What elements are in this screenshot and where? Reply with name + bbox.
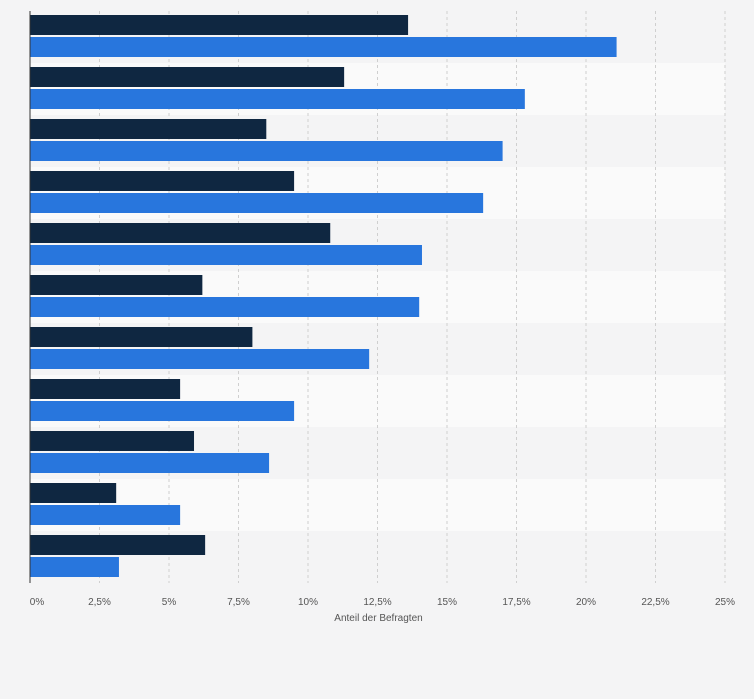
bar-series-1	[30, 483, 117, 503]
bar-series-1	[30, 223, 331, 243]
x-tick-label: 0%	[30, 597, 45, 608]
x-axis-title: Anteil der Befragten	[334, 613, 422, 624]
bar-series-2	[30, 505, 181, 525]
bar-series-1	[30, 15, 409, 35]
x-tick-label: 15%	[437, 597, 457, 608]
bar-series-2	[30, 297, 420, 317]
x-tick-label: 5%	[162, 597, 177, 608]
bar-series-1	[30, 379, 181, 399]
bar-series-1	[30, 327, 253, 347]
x-tick-label: 10%	[298, 597, 318, 608]
x-tick-label: 22,5%	[641, 597, 669, 608]
bar-series-2	[30, 401, 295, 421]
bar-series-2	[30, 557, 119, 577]
bars	[30, 15, 617, 577]
x-tick-label: 17,5%	[502, 597, 530, 608]
bar-series-2	[30, 453, 270, 473]
bar-series-1	[30, 171, 295, 191]
x-tick-label: 7,5%	[227, 597, 250, 608]
bar-series-1	[30, 431, 195, 451]
bar-series-2	[30, 37, 617, 57]
bar-series-2	[30, 349, 370, 369]
bar-series-1	[30, 67, 345, 87]
bar-series-2	[30, 89, 525, 109]
x-tick-label: 20%	[576, 597, 596, 608]
x-tick-label: 2,5%	[88, 597, 111, 608]
x-axis-ticks: 0% 2,5% 5% 7,5% 10% 12,5% 15% 17,5% 20% 22,5% 25%	[30, 597, 735, 608]
bar-series-2	[30, 141, 503, 161]
bar-series-2	[30, 193, 484, 213]
bar-series-1	[30, 275, 203, 295]
x-tick-label: 25%	[715, 597, 735, 608]
bar-series-2	[30, 245, 422, 265]
x-tick-label: 12,5%	[363, 597, 391, 608]
bar-series-1	[30, 119, 267, 139]
bar-series-1	[30, 535, 206, 555]
